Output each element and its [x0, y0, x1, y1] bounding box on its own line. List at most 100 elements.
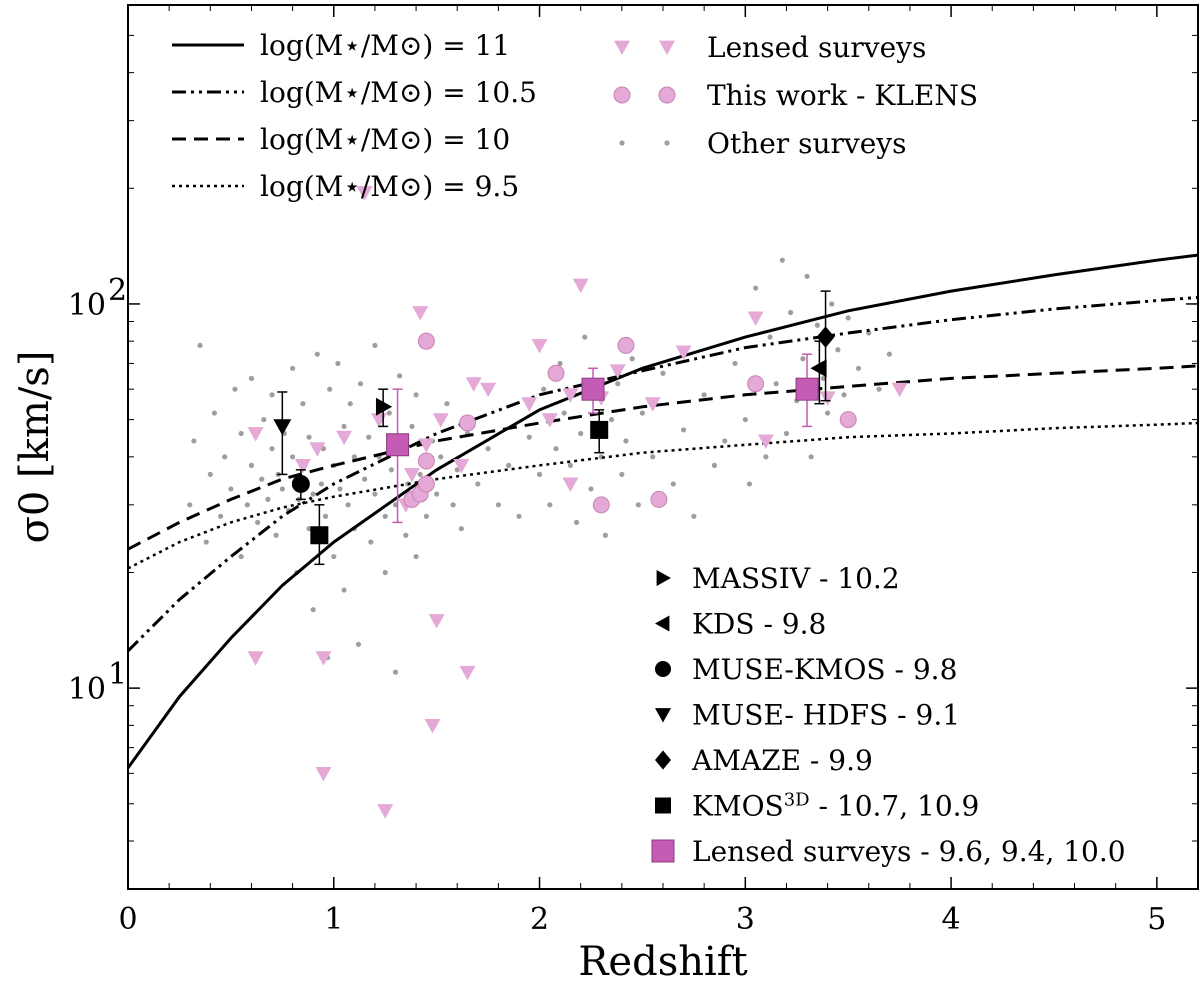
- klens-point: [417, 452, 435, 470]
- other-survey-point: [347, 401, 353, 407]
- other-survey-point: [248, 375, 255, 382]
- other-survey-point: [619, 471, 625, 478]
- legend-label: log(M⋆/M⊙) = 10.5: [260, 76, 537, 109]
- y-tick-exponent: 2: [108, 273, 127, 308]
- other-survey-point: [454, 467, 460, 473]
- klens-point: [747, 375, 765, 393]
- lensed-survey-point: [336, 430, 353, 446]
- other-survey-point: [269, 446, 275, 452]
- other-survey-point: [331, 553, 337, 560]
- y-axis-label: σ0 [km/s]: [12, 351, 58, 544]
- lensed-survey-point: [747, 311, 764, 326]
- other-survey-point: [345, 502, 351, 508]
- other-survey-point: [711, 462, 718, 468]
- klens-point: [650, 490, 668, 508]
- other-survey-point: [290, 454, 296, 460]
- other-survey-point: [691, 513, 697, 519]
- sample-marker-triangle-right: [375, 397, 393, 416]
- legend-marker-triangle-right: [656, 570, 671, 586]
- other-survey-point: [629, 356, 635, 362]
- other-survey-point: [259, 476, 265, 482]
- other-survey-point: [382, 513, 388, 519]
- other-survey-point: [197, 342, 203, 349]
- legend-label: Lensed surveys: [707, 31, 926, 64]
- x-tick-label: 2: [530, 902, 549, 937]
- legend-marker-lensed: [659, 40, 675, 55]
- other-survey-point: [228, 486, 234, 492]
- other-survey-point: [417, 471, 423, 478]
- other-survey-point: [475, 481, 481, 487]
- other-survey-point: [438, 454, 444, 460]
- other-survey-point: [752, 285, 759, 291]
- legend-marker-klens: [658, 86, 676, 104]
- sample-marker-triangle-left: [810, 359, 827, 378]
- lensed-survey-point: [356, 186, 373, 201]
- lensed-survey-point: [428, 614, 445, 629]
- lensed-surveys-layer: [247, 186, 908, 819]
- legend-label-text: KDS - 9.8: [692, 608, 826, 641]
- legend-marker-triangle-left: [655, 615, 670, 632]
- legend-label: Lensed surveys - 9.6, 9.4, 10.0: [692, 835, 1126, 868]
- other-survey-point: [825, 410, 831, 416]
- other-survey-point: [485, 446, 491, 452]
- legend-marker-other: [619, 140, 625, 146]
- legend-label: This work - KLENS: [707, 79, 978, 112]
- sample-marker-diamond: [816, 326, 835, 348]
- other-survey-point: [290, 365, 296, 371]
- other-survey-point: [335, 360, 341, 367]
- lensed-survey-point: [294, 458, 311, 474]
- klens-point: [459, 414, 477, 432]
- other-survey-point: [318, 481, 325, 487]
- klens-point: [547, 364, 565, 382]
- lensed-survey-point: [562, 477, 579, 492]
- lensed-survey-point: [315, 651, 332, 666]
- other-survey-point: [582, 334, 588, 340]
- other-survey-point: [787, 309, 794, 316]
- other-survey-point: [722, 438, 728, 444]
- other-survey-point: [403, 532, 409, 538]
- published-samples-layer: [273, 290, 835, 566]
- legend-label-text: AMAZE - 9.9: [691, 744, 873, 777]
- other-survey-point: [650, 454, 656, 460]
- legend-marker-square: [655, 797, 671, 814]
- legend-label: Other surveys: [707, 127, 906, 160]
- other-survey-point: [211, 410, 218, 416]
- other-survey-point: [314, 351, 320, 357]
- klens-point: [617, 336, 635, 354]
- other-survey-point: [773, 381, 779, 387]
- other-survey-point: [615, 381, 621, 387]
- lensed-survey-point: [424, 718, 441, 734]
- legend-marker-lensed: [614, 40, 630, 55]
- other-survey-point: [450, 502, 456, 508]
- other-survey-point: [273, 532, 279, 538]
- other-survey-point: [829, 301, 835, 307]
- other-survey-point: [366, 434, 372, 440]
- other-survey-point: [516, 513, 522, 519]
- other-survey-point: [567, 462, 574, 468]
- other-survey-point: [357, 381, 364, 387]
- other-survey-point: [362, 476, 368, 482]
- other-survey-point: [279, 486, 285, 492]
- other-survey-point: [670, 481, 676, 487]
- other-survey-point: [255, 519, 261, 526]
- lensed-survey-point: [541, 413, 558, 428]
- legend-label-text: MUSE- HDFS - 9.1: [692, 699, 960, 732]
- legend-label-text: MASSIV - 10.2: [692, 562, 900, 595]
- other-survey-point: [382, 569, 388, 576]
- other-survey-point: [623, 438, 629, 444]
- other-survey-point: [573, 519, 580, 526]
- other-survey-point: [635, 502, 641, 508]
- x-tick-label: 4: [942, 902, 961, 937]
- other-survey-point: [327, 386, 333, 392]
- other-survey-point: [310, 491, 316, 497]
- other-survey-point: [779, 257, 785, 263]
- other-survey-point: [397, 373, 403, 379]
- other-survey-point: [541, 386, 547, 392]
- legend-marker-lensed-square: [651, 839, 675, 863]
- lensed-survey-point: [562, 388, 579, 403]
- legend-label-text: KMOS: [692, 790, 784, 823]
- other-survey-point: [232, 386, 238, 392]
- klens-layer: [403, 332, 857, 514]
- other-survey-point: [368, 539, 374, 545]
